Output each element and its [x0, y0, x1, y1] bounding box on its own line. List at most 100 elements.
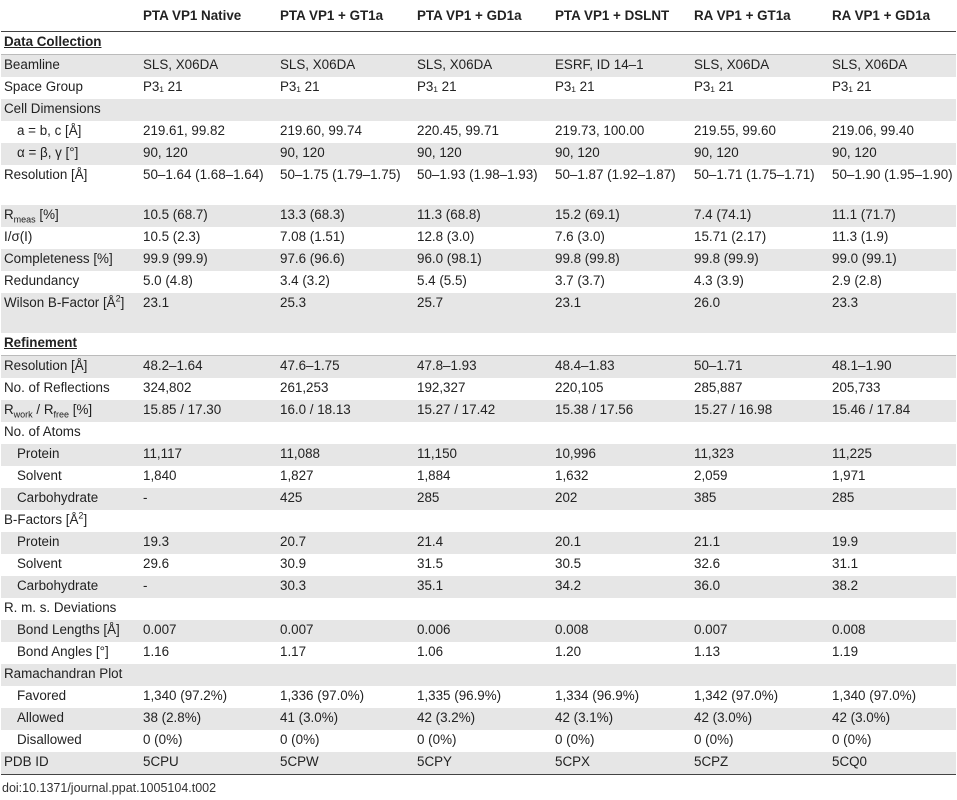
table-row: Ramachandran Plot [1, 664, 956, 686]
row-label: Space Group [1, 77, 140, 99]
table-cell: SLS, X06DA [414, 54, 552, 77]
table-cell: 50–1.93 (1.98–1.93) [417, 167, 538, 182]
table-cell: 1,335 (96.9%) [417, 688, 502, 703]
table-cell: 0 (0%) [143, 732, 183, 747]
row-label: Allowed [1, 708, 140, 730]
table-cell: 19.3 [140, 532, 277, 554]
table-cell [691, 333, 829, 356]
table-cell: 205,733 [832, 380, 881, 395]
table-row: Rwork / Rfree [%] 15.85 / 17.30 16.0 / 18.… [1, 400, 956, 422]
table-cell: 11,088 [277, 444, 414, 466]
table-cell [414, 31, 552, 55]
table-cell [277, 99, 414, 121]
table-cell [414, 422, 552, 444]
row-label: Ramachandran Plot [1, 664, 140, 686]
row-label-text: I/σ(I) [4, 229, 33, 244]
table-cell: 31.5 [417, 556, 444, 571]
row-label-text: Beamline [4, 57, 60, 72]
row-label-tail: [%] [35, 207, 59, 222]
table-cell: 11.1 (71.7) [829, 205, 956, 227]
table-cell: 13.3 (68.3) [277, 205, 414, 227]
table-cell: 38 (2.8%) [140, 708, 277, 730]
table-cell [552, 664, 691, 686]
table-cell: 1.13 [694, 644, 721, 659]
table-row: I/σ(I) 10.5 (2.3) 7.08 (1.51) 12.8 (3.0) 7.6… [1, 227, 956, 249]
table-cell: 50–1.64 (1.68–1.64) [143, 167, 264, 182]
table-cell: 20.1 [552, 532, 691, 554]
table-cell: 1,971 [832, 468, 866, 483]
table-row: Bond Angles [°] 1.16 1.17 1.06 1.20 1.13 1.19 [1, 642, 956, 664]
table-cell: 48.4–1.83 [552, 355, 691, 378]
table-cell: 50–1.71 (1.75–1.71) [694, 167, 815, 182]
table-cell: 23.1 [140, 293, 277, 333]
header-cell-4: PTA VP1 + DSLNT [552, 0, 691, 32]
table-cell: 4.3 (3.9) [694, 273, 744, 288]
table-row: α = β, γ [°] 90, 120 90, 120 90, 120 90, 120… [1, 143, 956, 165]
table-cell: 0.007 [140, 620, 277, 642]
table-cell [552, 31, 691, 55]
table-cell [552, 99, 691, 121]
table-cell: 219.73, 100.00 [555, 123, 645, 138]
table-cell: 202 [552, 488, 691, 510]
table-row: Cell Dimensions [1, 99, 956, 121]
table-cell [552, 422, 691, 444]
table-cell: ESRF, ID 14–1 [552, 54, 691, 77]
table-cell [829, 510, 956, 532]
table-cell: 7.08 (1.51) [280, 229, 345, 244]
row-label: Solvent [1, 554, 140, 576]
table-cell: 1,840 [143, 468, 177, 483]
table-row: Resolution [Å] 50–1.64 (1.68–1.64) 50–1.75… [1, 165, 956, 205]
table-cell: 16.0 / 18.13 [277, 400, 414, 422]
row-label-tail: [%] [69, 402, 93, 417]
row-label: I/σ(I) [1, 227, 140, 249]
row-label: No. of Atoms [1, 422, 140, 444]
table-cell: 99.9 (99.9) [140, 249, 277, 271]
table-cell: 96.0 (98.1) [414, 249, 552, 271]
table-row: Solvent 29.6 30.9 31.5 30.5 32.6 31.1 [1, 554, 956, 576]
table-cell [829, 598, 956, 620]
table-cell: P3₁ 21 [555, 79, 595, 94]
row-label-subscript: meas [13, 214, 36, 225]
row-label-text: Carbohydrate [17, 578, 99, 593]
row-label: Rwork / Rfree [%] [1, 400, 140, 422]
table-cell: 10,996 [552, 444, 691, 466]
row-label: Beamline [1, 54, 140, 77]
section-row: Data Collection [1, 31, 956, 55]
row-label: Resolution [Å] [1, 165, 140, 205]
row-label-text: Refinement [4, 335, 77, 350]
row-label: Completeness [%] [1, 249, 140, 271]
table-row: R. m. s. Deviations [1, 598, 956, 620]
row-label-text: Protein [17, 446, 60, 461]
table-cell: 23.3 [829, 293, 956, 333]
table-cell: 15.38 / 17.56 [552, 400, 691, 422]
table-cell: 5.4 (5.5) [417, 273, 467, 288]
table-cell [691, 598, 829, 620]
row-label-text: Space Group [4, 79, 83, 94]
row-label: Protein [1, 532, 140, 554]
header-cell-1: PTA VP1 Native [140, 0, 277, 32]
table-cell: 15.2 (69.1) [552, 205, 691, 227]
row-label: Bond Angles [°] [1, 642, 140, 664]
table-cell: 50–1.75 (1.79–1.75) [280, 167, 401, 182]
table-doi-caption: doi:10.1371/journal.ppat.1005104.t002 [2, 781, 217, 795]
table-cell: 26.0 [691, 293, 829, 333]
row-label-text: a = b, c [Å] [17, 123, 82, 138]
section-row: Refinement [1, 333, 956, 356]
table-cell: 0 (0%) [417, 732, 457, 747]
table-cell [277, 422, 414, 444]
table-cell: 0 (0%) [555, 732, 595, 747]
table-cell: 219.06, 99.40 [832, 123, 914, 138]
data-table: PTA VP1 Native PTA VP1 + GT1a PTA VP1 + … [1, 0, 956, 775]
table-cell: 41 (3.0%) [277, 708, 414, 730]
row-label: Resolution [Å] [1, 355, 140, 378]
row-label-subscript: work [13, 409, 33, 420]
header-row: PTA VP1 Native PTA VP1 + GT1a PTA VP1 + … [1, 0, 956, 32]
table-cell: 219.61, 99.82 [143, 123, 225, 138]
row-label-text: R [4, 402, 14, 417]
row-label-text: R. m. s. Deviations [4, 600, 117, 615]
table-cell: 90, 120 [414, 143, 552, 165]
table-cell: 15.27 / 17.42 [414, 400, 552, 422]
table-cell: 15.71 (2.17) [694, 229, 767, 244]
table-cell: 285,887 [694, 380, 743, 395]
table-row: Protein 11,117 11,088 11,150 10,996 11,323 11,… [1, 444, 956, 466]
